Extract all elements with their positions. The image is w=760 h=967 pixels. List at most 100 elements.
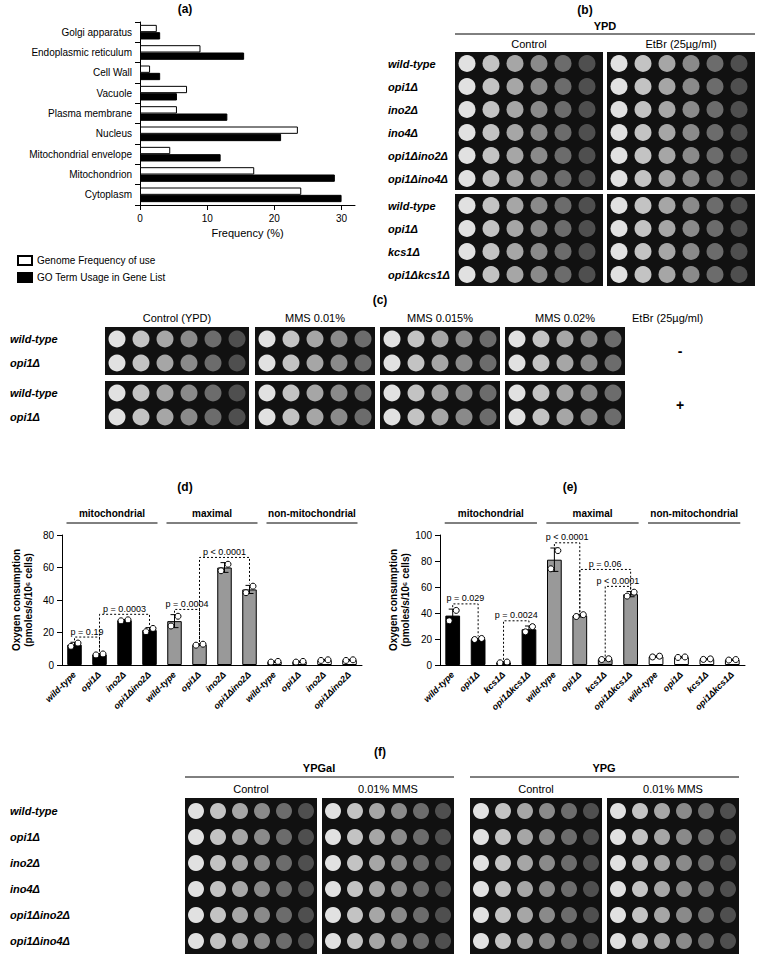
svg-text:opi1Δino2Δ: opi1Δino2Δ bbox=[10, 909, 70, 921]
svg-text:p = 0.029: p = 0.029 bbox=[447, 593, 485, 603]
svg-text:wild-type: wild-type bbox=[143, 669, 178, 704]
svg-text:80: 80 bbox=[43, 530, 55, 541]
svg-text:p = 0.0004: p = 0.0004 bbox=[166, 599, 209, 609]
svg-text:(c): (c) bbox=[373, 293, 388, 307]
svg-text:opi1Δ: opi1Δ bbox=[10, 411, 40, 423]
svg-text:opi1Δino2Δ: opi1Δino2Δ bbox=[211, 669, 253, 711]
svg-text:Mitochondrion: Mitochondrion bbox=[69, 169, 132, 180]
svg-text:mitochondrial: mitochondrial bbox=[79, 508, 145, 519]
svg-text:100: 100 bbox=[415, 530, 432, 541]
svg-text:kcs1Δ: kcs1Δ bbox=[388, 246, 420, 258]
svg-text:maximal: maximal bbox=[192, 508, 232, 519]
svg-text:MMS 0.01%: MMS 0.01% bbox=[285, 312, 345, 324]
svg-text:30: 30 bbox=[336, 213, 348, 224]
svg-text:(d): (d) bbox=[177, 480, 192, 494]
svg-text:mitochondrial: mitochondrial bbox=[458, 508, 524, 519]
svg-text:MMS 0.02%: MMS 0.02% bbox=[535, 312, 595, 324]
svg-text:60: 60 bbox=[421, 582, 433, 593]
svg-text:GO Term Usage in Gene List: GO Term Usage in Gene List bbox=[37, 272, 165, 283]
svg-text:Oxygen consumption: Oxygen consumption bbox=[388, 549, 399, 651]
svg-text:Nucleus: Nucleus bbox=[96, 128, 132, 139]
svg-text:opi1Δino4Δ: opi1Δino4Δ bbox=[388, 173, 448, 185]
svg-text:+: + bbox=[676, 397, 684, 413]
svg-text:YPGal: YPGal bbox=[303, 762, 335, 774]
svg-text:opi1Δkcs1Δ: opi1Δkcs1Δ bbox=[388, 269, 450, 281]
svg-text:non-mitochondrial: non-mitochondrial bbox=[268, 508, 356, 519]
svg-text:(f): (f) bbox=[374, 745, 386, 759]
svg-text:opi1Δ: opi1Δ bbox=[79, 669, 103, 693]
svg-text:(b): (b) bbox=[577, 3, 592, 17]
svg-text:0: 0 bbox=[48, 660, 54, 671]
svg-text:opi1Δ: opi1Δ bbox=[457, 669, 481, 693]
svg-text:Endoplasmic reticulum: Endoplasmic reticulum bbox=[31, 47, 132, 58]
svg-text:opi1Δkcs1Δ: opi1Δkcs1Δ bbox=[591, 669, 634, 712]
svg-text:Plasma membrane: Plasma membrane bbox=[48, 108, 132, 119]
svg-text:ino4Δ: ino4Δ bbox=[10, 883, 40, 895]
svg-text:20: 20 bbox=[269, 213, 281, 224]
svg-text:ino4Δ: ino4Δ bbox=[388, 127, 418, 139]
svg-text:Control: Control bbox=[511, 38, 546, 50]
svg-text:opi1Δ: opi1Δ bbox=[388, 81, 418, 93]
svg-text:10: 10 bbox=[202, 213, 214, 224]
svg-text:Vacuole: Vacuole bbox=[97, 88, 133, 99]
svg-text:wild-type: wild-type bbox=[388, 58, 436, 70]
svg-text:wild-type: wild-type bbox=[10, 387, 58, 399]
svg-text:ino2Δ: ino2Δ bbox=[10, 857, 40, 869]
svg-text:opi1Δ: opi1Δ bbox=[661, 669, 685, 693]
svg-text:wild-type: wild-type bbox=[243, 669, 278, 704]
svg-text:20: 20 bbox=[43, 627, 55, 638]
svg-text:80: 80 bbox=[421, 556, 433, 567]
svg-text:opi1Δ: opi1Δ bbox=[10, 357, 40, 369]
svg-text:wild-type: wild-type bbox=[523, 669, 558, 704]
svg-text:40: 40 bbox=[43, 595, 55, 606]
svg-text:Golgi apparatus: Golgi apparatus bbox=[61, 27, 132, 38]
svg-text:Control (YPD): Control (YPD) bbox=[143, 312, 211, 324]
svg-text:(pmoles/s/10⁶ cells): (pmoles/s/10⁶ cells) bbox=[400, 553, 411, 647]
svg-text:0: 0 bbox=[137, 213, 143, 224]
svg-text:opi1Δkcs1Δ: opi1Δkcs1Δ bbox=[490, 669, 533, 712]
svg-text:p < 0.0001: p < 0.0001 bbox=[597, 576, 640, 586]
svg-text:maximal: maximal bbox=[572, 508, 612, 519]
svg-text:opi1Δino4Δ: opi1Δino4Δ bbox=[10, 935, 70, 947]
svg-text:Control: Control bbox=[233, 783, 268, 795]
svg-text:(a): (a) bbox=[178, 2, 193, 16]
svg-text:opi1Δ: opi1Δ bbox=[559, 669, 583, 693]
svg-text:wild-type: wild-type bbox=[10, 805, 58, 817]
svg-text:wild-type: wild-type bbox=[422, 669, 457, 704]
svg-text:wild-type: wild-type bbox=[10, 333, 58, 345]
svg-text:p = 0.19: p = 0.19 bbox=[71, 627, 104, 637]
svg-text:60: 60 bbox=[43, 562, 55, 573]
svg-text:Cytoplasm: Cytoplasm bbox=[85, 189, 132, 200]
svg-text:EtBr (25µg/ml): EtBr (25µg/ml) bbox=[632, 312, 703, 324]
svg-text:0.01% MMS: 0.01% MMS bbox=[643, 783, 703, 795]
svg-text:p < 0.0001: p < 0.0001 bbox=[203, 547, 246, 557]
svg-text:Control: Control bbox=[518, 783, 553, 795]
svg-text:YPG: YPG bbox=[592, 762, 615, 774]
svg-text:Cell Wall: Cell Wall bbox=[93, 67, 132, 78]
svg-text:p = 0.0003: p = 0.0003 bbox=[103, 604, 146, 614]
svg-text:opi1Δ: opi1Δ bbox=[10, 831, 40, 843]
svg-text:opi1Δino2Δ: opi1Δino2Δ bbox=[111, 669, 153, 711]
svg-text:-: - bbox=[678, 343, 683, 359]
svg-text:non-mitochondrial: non-mitochondrial bbox=[650, 508, 738, 519]
svg-text:(pmoles/s/10⁶ cells): (pmoles/s/10⁶ cells) bbox=[23, 553, 34, 647]
svg-text:(e): (e) bbox=[563, 480, 578, 494]
svg-text:EtBr (25µg/ml): EtBr (25µg/ml) bbox=[645, 38, 716, 50]
svg-text:opi1Δkcs1Δ: opi1Δkcs1Δ bbox=[693, 669, 736, 712]
svg-text:20: 20 bbox=[421, 634, 433, 645]
svg-text:Frequency (%): Frequency (%) bbox=[211, 227, 283, 239]
svg-text:opi1Δino2Δ: opi1Δino2Δ bbox=[311, 669, 353, 711]
svg-text:opi1Δ: opi1Δ bbox=[279, 669, 303, 693]
svg-text:0: 0 bbox=[426, 660, 432, 671]
svg-text:40: 40 bbox=[421, 608, 433, 619]
svg-text:opi1Δino2Δ: opi1Δino2Δ bbox=[388, 150, 448, 162]
svg-text:Genome Frequency of use: Genome Frequency of use bbox=[37, 255, 156, 266]
svg-text:opi1Δ: opi1Δ bbox=[179, 669, 203, 693]
svg-text:opi1Δ: opi1Δ bbox=[388, 223, 418, 235]
svg-text:wild-type: wild-type bbox=[43, 669, 78, 704]
svg-text:wild-type: wild-type bbox=[388, 200, 436, 212]
svg-text:Mitochondrial envelope: Mitochondrial envelope bbox=[29, 149, 132, 160]
svg-text:Oxygen consumption: Oxygen consumption bbox=[11, 549, 22, 651]
svg-text:p = 0.0024: p = 0.0024 bbox=[495, 610, 538, 620]
svg-text:p = 0.06: p = 0.06 bbox=[589, 559, 622, 569]
